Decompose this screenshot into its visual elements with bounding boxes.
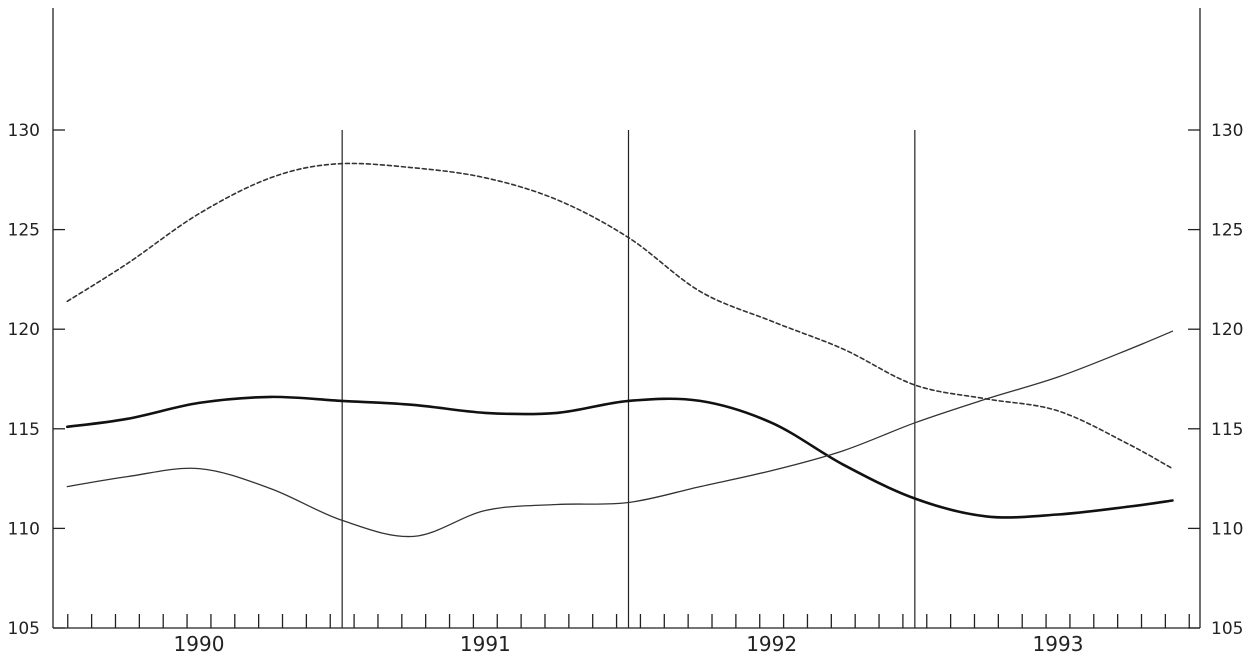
y-tick-label-right: 125 [1211, 221, 1243, 241]
year-dividers [341, 130, 916, 628]
y-tick-label-left: 105 [8, 619, 40, 639]
tick-labels: 105 110 115 120 125 130 105 110 115 120 125 130 1990… [8, 121, 1244, 656]
x-year-label: 1992 [746, 632, 797, 656]
y-tick-label-left: 120 [8, 320, 40, 340]
y-tick-label-right: 130 [1211, 121, 1243, 141]
axes [52, 8, 1201, 629]
x-year-label: 1990 [174, 632, 225, 656]
y-tick-label-left: 110 [8, 519, 40, 539]
y-tick-label-right: 115 [1211, 420, 1243, 440]
y-tick-label-left: 125 [8, 221, 40, 241]
y-tick-label-right: 105 [1211, 619, 1243, 639]
series-line-1-dashed [66, 162, 1174, 470]
y-tick-label-right: 110 [1211, 519, 1243, 539]
series-lines [66, 162, 1174, 538]
x-year-label: 1993 [1033, 632, 1084, 656]
x-year-label: 1991 [460, 632, 511, 656]
series-line-2-solid-thick [66, 395, 1174, 519]
series-line-3-solid-thin [66, 330, 1174, 538]
y-tick-label-left: 115 [8, 420, 40, 440]
y-tick-label-right: 120 [1211, 320, 1243, 340]
y-tick-label-left: 130 [8, 121, 40, 141]
